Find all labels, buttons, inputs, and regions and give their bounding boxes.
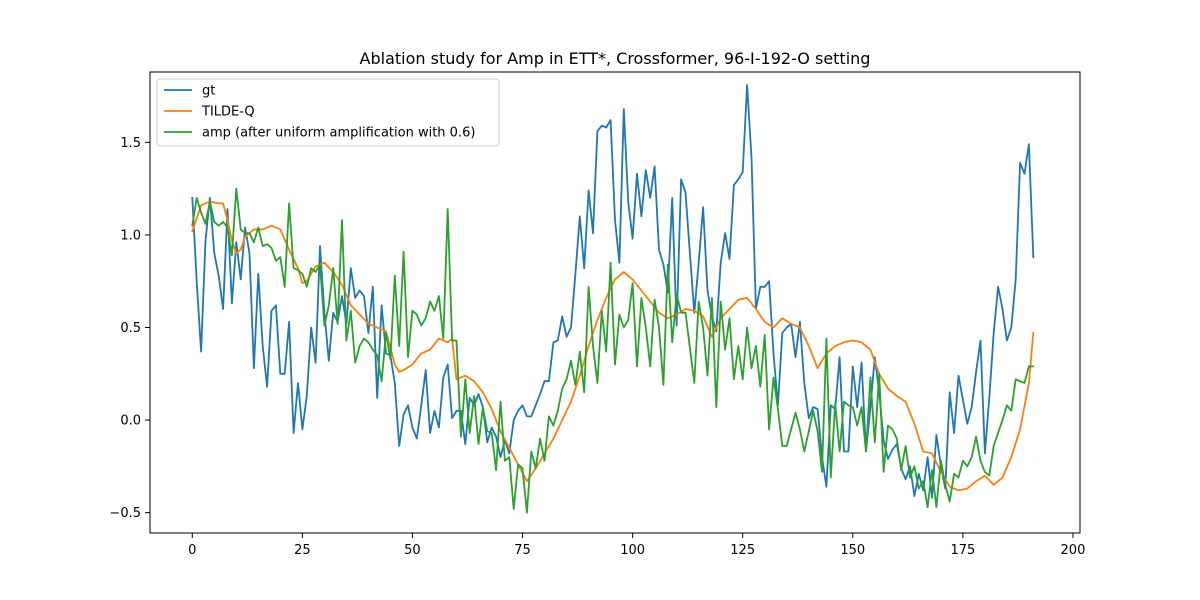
x-tick-label: 100 (620, 543, 645, 558)
x-tick-label: 175 (950, 543, 975, 558)
legend: gt TILDE-Q amp (after uniform amplificatio… (156, 78, 500, 147)
x-tick-label: 200 (1061, 543, 1086, 558)
series-line-0 (191, 84, 1035, 499)
y-tick-label: 1.5 (120, 136, 141, 151)
x-tick-label: 50 (404, 543, 421, 558)
chart-title: Ablation study for Amp in ETT*, Crossfor… (360, 49, 871, 68)
y-tick-label: 1.0 (120, 228, 141, 243)
plot-area (150, 72, 1080, 533)
x-tick-label: 25 (294, 543, 311, 558)
legend-label-0: gt (202, 84, 215, 99)
legend-box (156, 78, 500, 147)
x-tick-label: 125 (730, 543, 755, 558)
series-line-1 (191, 200, 1035, 492)
y-axis: −0.5 0.0 0.5 1.0 1.5 (109, 136, 150, 521)
plot-border (149, 71, 1081, 534)
x-axis: 0 25 50 75 100 125 150 175 200 (188, 533, 1085, 558)
legend-label-1: TILDE-Q (201, 105, 255, 120)
y-tick-label: 0.5 (120, 321, 141, 336)
series-layer (191, 84, 1035, 514)
x-tick-label: 0 (188, 543, 196, 558)
x-tick-label: 75 (514, 543, 531, 558)
legend-label-2: amp (after uniform amplification with 0.… (202, 126, 475, 141)
x-tick-label: 150 (840, 543, 865, 558)
y-tick-label: −0.5 (109, 506, 141, 521)
series-line-2 (191, 187, 1035, 514)
y-tick-label: 0.0 (120, 414, 141, 429)
